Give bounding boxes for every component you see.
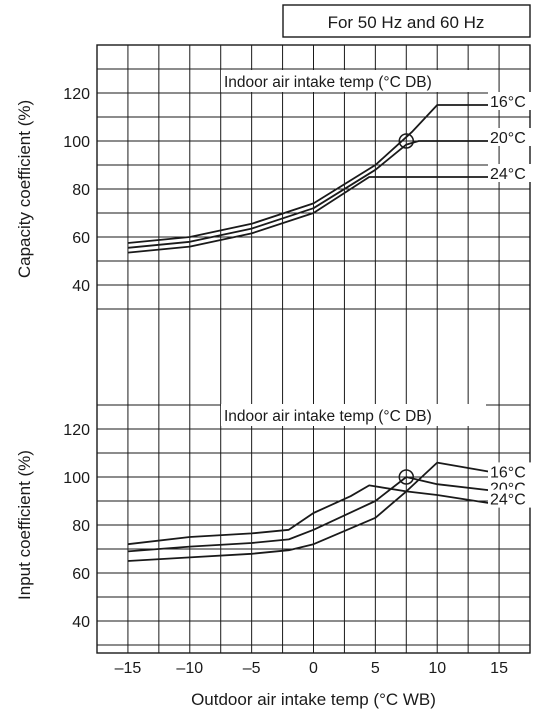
capacity-series-line — [127, 140, 500, 249]
input-series-line — [127, 461, 500, 562]
capacity-annotation-bg — [221, 70, 486, 92]
capacity-series-label-bg — [488, 128, 534, 146]
input-series-label: 16°C — [490, 464, 526, 481]
capacity-series-line — [127, 104, 500, 244]
input-y-tick-label: 100 — [63, 470, 90, 487]
capacity-series-label: 16°C — [490, 94, 526, 111]
x-tick-label: –15 — [115, 660, 142, 677]
x-tick-label: –10 — [176, 660, 203, 677]
x-axis-title: Outdoor air intake temp (°C WB) — [191, 690, 436, 709]
chart-labels: Indoor air intake temp (°C DB) Indoor air… — [15, 70, 534, 709]
input-y-tick-label: 120 — [63, 422, 90, 439]
input-series-label: 24°C — [490, 492, 526, 509]
x-tick-label: 10 — [428, 660, 446, 677]
input-y-tick-label: 80 — [72, 518, 90, 535]
header-box — [282, 4, 531, 38]
capacity-y-tick-label: 100 — [63, 134, 90, 151]
capacity-y-axis-title: Capacity coefficient (%) — [15, 100, 34, 278]
input-annotation-bg — [221, 404, 486, 426]
capacity-y-tick-label: 80 — [72, 182, 90, 199]
capacity-series-label-bg — [488, 164, 534, 182]
capacity-rated-point-marker — [398, 133, 415, 149]
chart-curves — [127, 104, 500, 562]
capacity-series-label: 20°C — [490, 130, 526, 147]
input-series-label-bg — [488, 489, 534, 508]
header-box-group: For 50 Hz and 60 Hz — [282, 4, 531, 38]
input-y-axis-title: Input coefficient (%) — [15, 450, 34, 600]
capacity-annotation: Indoor air intake temp (°C DB) — [224, 74, 432, 91]
x-tick-label: –5 — [243, 660, 261, 677]
x-tick-label: 0 — [309, 660, 318, 677]
capacity-series-line — [127, 176, 500, 254]
capacity-y-tick-label: 40 — [72, 278, 90, 295]
x-tick-label: 15 — [490, 660, 508, 677]
header-box-label: For 50 Hz and 60 Hz — [328, 13, 485, 32]
capacity-series-label: 24°C — [490, 166, 526, 183]
capacity-y-tick-label: 120 — [63, 86, 90, 103]
input-series-line — [127, 476, 500, 553]
input-series-line — [127, 484, 500, 546]
input-y-tick-label: 40 — [72, 614, 90, 631]
input-rated-point-marker — [398, 469, 415, 485]
chart-grid — [96, 44, 531, 654]
capacity-y-tick-label: 60 — [72, 230, 90, 247]
input-annotation: Indoor air intake temp (°C DB) — [224, 408, 432, 425]
input-y-tick-label: 60 — [72, 566, 90, 583]
input-series-label-bg — [488, 462, 534, 481]
capacity-series-label-bg — [488, 92, 534, 110]
x-tick-label: 5 — [371, 660, 380, 677]
